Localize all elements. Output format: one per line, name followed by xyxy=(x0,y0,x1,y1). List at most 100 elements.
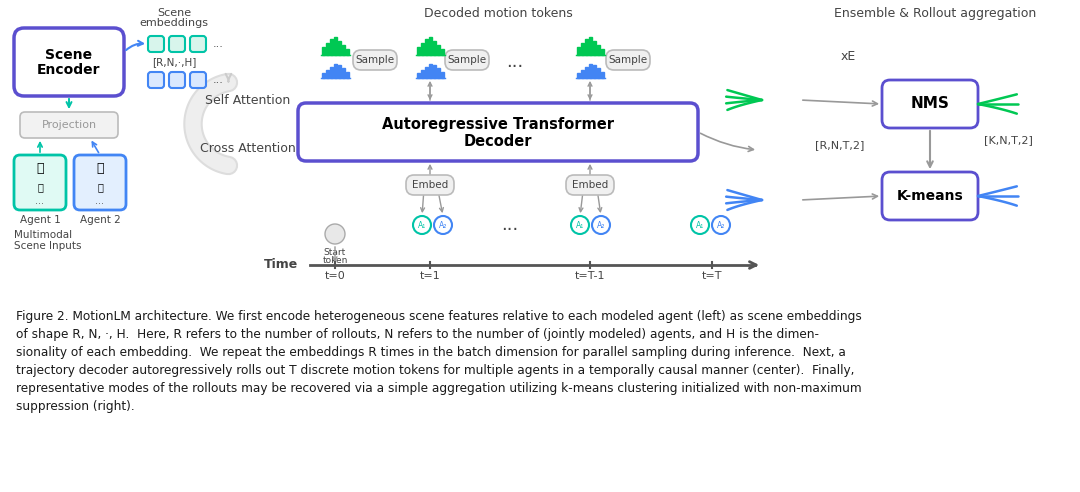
Bar xyxy=(341,68,345,78)
Text: embeddings: embeddings xyxy=(139,18,208,28)
Text: Time: Time xyxy=(264,258,298,272)
FancyBboxPatch shape xyxy=(168,36,185,52)
Text: Figure 2. MotionLM architecture. We first encode heterogeneous scene features re: Figure 2. MotionLM architecture. We firs… xyxy=(16,310,862,323)
Text: A₂: A₂ xyxy=(597,221,605,230)
Circle shape xyxy=(325,224,345,244)
FancyBboxPatch shape xyxy=(882,172,978,220)
Circle shape xyxy=(691,216,708,234)
Text: NMS: NMS xyxy=(910,96,949,112)
Text: [R,N,T,2]: [R,N,T,2] xyxy=(815,140,865,150)
Text: 🚗: 🚗 xyxy=(96,162,104,176)
Text: representative modes of the rollouts may be recovered via a simple aggregation u: representative modes of the rollouts may… xyxy=(16,382,862,395)
FancyBboxPatch shape xyxy=(606,50,650,70)
Text: A₂: A₂ xyxy=(438,221,447,230)
Bar xyxy=(589,63,592,78)
FancyBboxPatch shape xyxy=(148,72,164,88)
Bar xyxy=(325,70,328,78)
Text: trajectory decoder autoregressively rolls out T discrete motion tokens for multi: trajectory decoder autoregressively roll… xyxy=(16,364,854,377)
Bar xyxy=(337,41,340,55)
Text: ...: ... xyxy=(213,39,224,49)
Text: Agent 1: Agent 1 xyxy=(19,215,60,225)
Text: Decoder: Decoder xyxy=(463,133,532,149)
Bar xyxy=(589,37,592,55)
Bar xyxy=(334,37,337,55)
Bar xyxy=(577,73,580,78)
FancyBboxPatch shape xyxy=(75,155,126,210)
Bar xyxy=(600,49,604,55)
Bar xyxy=(596,68,599,78)
Bar xyxy=(346,49,349,55)
FancyBboxPatch shape xyxy=(14,28,124,96)
Text: sionality of each embedding.  We repeat the embeddings R times in the batch dime: sionality of each embedding. We repeat t… xyxy=(16,346,846,359)
Text: A₂: A₂ xyxy=(717,221,725,230)
Bar xyxy=(429,37,432,55)
Text: Scene: Scene xyxy=(157,8,191,18)
Text: A₁: A₁ xyxy=(576,221,584,230)
Bar xyxy=(584,39,588,55)
Text: 🚶: 🚶 xyxy=(97,182,103,192)
Circle shape xyxy=(413,216,431,234)
Bar xyxy=(600,72,604,78)
FancyBboxPatch shape xyxy=(353,50,397,70)
Bar xyxy=(329,67,333,78)
FancyBboxPatch shape xyxy=(14,155,66,210)
Text: Scene Inputs: Scene Inputs xyxy=(14,241,81,251)
Bar xyxy=(584,67,588,78)
Text: ...: ... xyxy=(501,216,518,234)
Text: Embed: Embed xyxy=(411,180,448,190)
Text: Projection: Projection xyxy=(41,120,96,130)
Text: token: token xyxy=(322,256,348,265)
Text: Ensemble & Rollout aggregation: Ensemble & Rollout aggregation xyxy=(834,7,1036,20)
Text: Encoder: Encoder xyxy=(37,63,100,77)
Text: suppression (right).: suppression (right). xyxy=(16,400,135,413)
Text: Scene: Scene xyxy=(45,48,93,62)
FancyBboxPatch shape xyxy=(21,112,118,138)
FancyBboxPatch shape xyxy=(168,72,185,88)
Text: Embed: Embed xyxy=(572,180,608,190)
Bar xyxy=(441,49,444,55)
FancyBboxPatch shape xyxy=(566,175,615,195)
FancyBboxPatch shape xyxy=(445,50,489,70)
Text: A₁: A₁ xyxy=(696,221,704,230)
Bar xyxy=(417,73,419,78)
Text: 🚗: 🚗 xyxy=(37,162,44,176)
Text: t=0: t=0 xyxy=(325,271,346,281)
Text: [K,N,T,2]: [K,N,T,2] xyxy=(984,135,1032,145)
Bar xyxy=(424,67,428,78)
Bar xyxy=(593,65,595,78)
Text: [R,N,·,H]: [R,N,·,H] xyxy=(152,57,197,67)
Text: K-means: K-means xyxy=(896,189,963,203)
Text: 🚶: 🚶 xyxy=(37,182,43,192)
Bar xyxy=(432,65,435,78)
Text: Sample: Sample xyxy=(355,55,394,65)
FancyBboxPatch shape xyxy=(190,36,206,52)
FancyBboxPatch shape xyxy=(190,72,206,88)
Text: t=T-1: t=T-1 xyxy=(575,271,605,281)
Text: Multimodal: Multimodal xyxy=(14,230,72,240)
Circle shape xyxy=(571,216,589,234)
Text: Autoregressive Transformer: Autoregressive Transformer xyxy=(382,118,615,132)
Text: ...: ... xyxy=(213,75,224,85)
Bar xyxy=(424,39,428,55)
Bar xyxy=(420,43,423,55)
FancyBboxPatch shape xyxy=(148,36,164,52)
Bar xyxy=(436,68,440,78)
Bar xyxy=(337,65,340,78)
Bar xyxy=(441,72,444,78)
Text: Sample: Sample xyxy=(447,55,487,65)
Bar xyxy=(429,63,432,78)
Bar xyxy=(436,45,440,55)
Bar xyxy=(322,47,324,55)
Text: ...: ... xyxy=(507,53,524,71)
Bar xyxy=(329,39,333,55)
Bar xyxy=(325,43,328,55)
Text: Cross Attention: Cross Attention xyxy=(200,142,296,154)
Bar xyxy=(322,73,324,78)
Text: t=T: t=T xyxy=(702,271,723,281)
Circle shape xyxy=(712,216,730,234)
Bar xyxy=(417,47,419,55)
Text: t=1: t=1 xyxy=(420,271,441,281)
Bar xyxy=(334,63,337,78)
Text: ...: ... xyxy=(36,196,44,206)
Text: Sample: Sample xyxy=(608,55,648,65)
